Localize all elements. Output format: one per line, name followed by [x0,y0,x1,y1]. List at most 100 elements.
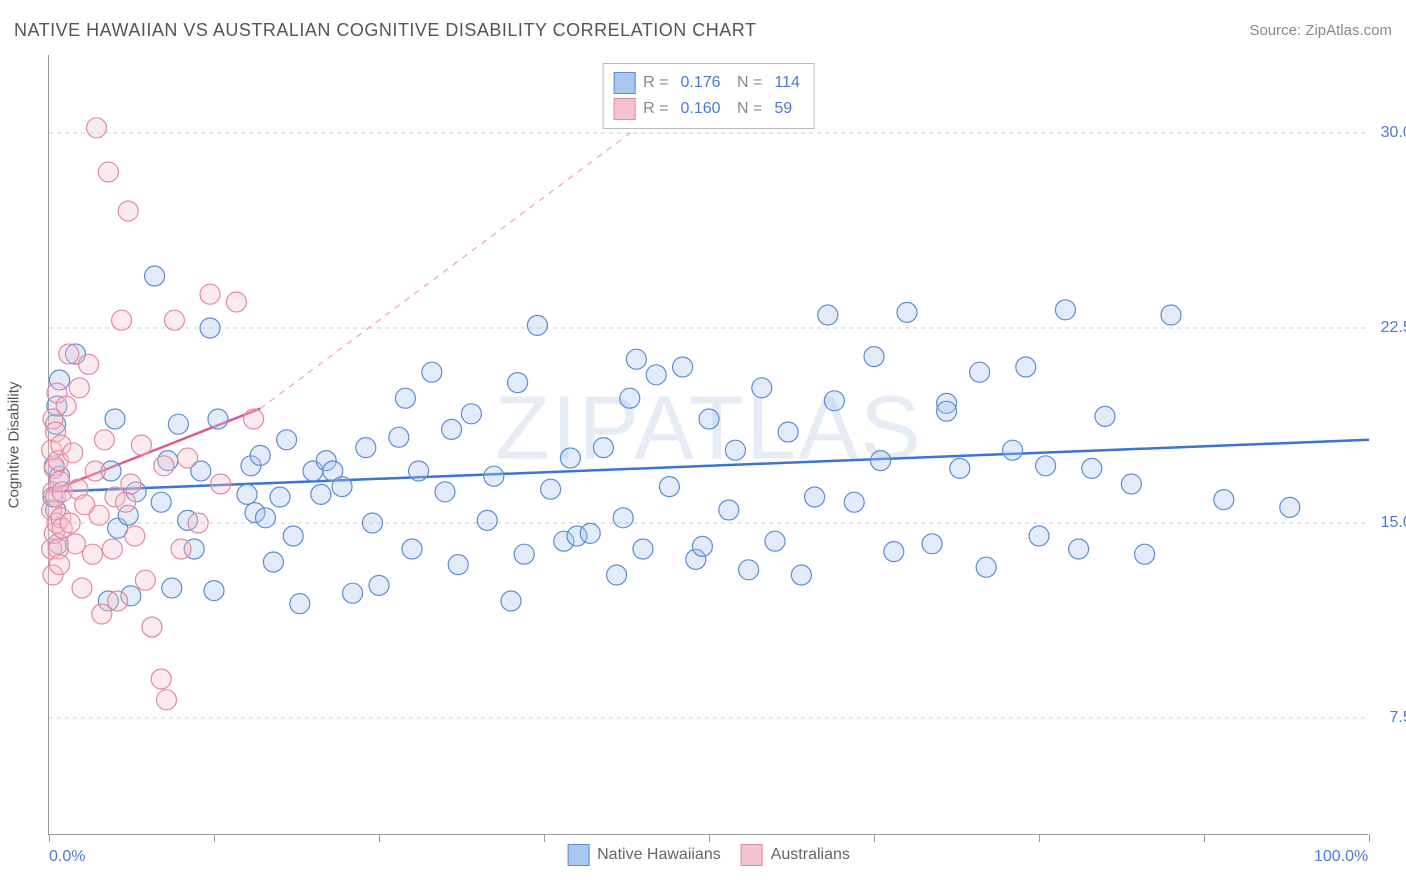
data-point [1161,305,1181,325]
data-point [1069,539,1089,559]
data-point [63,443,83,463]
data-point [791,565,811,585]
data-point [461,404,481,424]
data-point [244,409,264,429]
data-point [409,461,429,481]
data-point [263,552,283,572]
data-point [121,474,141,494]
data-point [871,451,891,471]
data-point [541,479,561,499]
data-point [79,354,99,374]
x-tick [1369,834,1370,842]
data-point [1095,406,1115,426]
data-point [151,669,171,689]
data-point [613,508,633,528]
data-point [1003,440,1023,460]
data-point [514,544,534,564]
x-tick-label: 100.0% [1314,848,1368,866]
data-point [389,427,409,447]
data-point [277,430,297,450]
data-point [85,461,105,481]
legend-item-australians: Australians [741,844,850,866]
data-point [164,310,184,330]
data-point [89,505,109,525]
data-point [204,581,224,601]
source-label: Source: ZipAtlas.com [1249,22,1392,39]
legend-label-hawaiians: Native Hawaiians [597,846,721,864]
swatch-hawaiians-bottom [567,844,589,866]
data-point [805,487,825,507]
data-point [362,513,382,533]
data-point [92,604,112,624]
data-point [692,536,712,556]
data-point [87,118,107,138]
correlation-legend-row-2: R = 0.160 N = 59 [613,96,804,122]
data-point [593,438,613,458]
x-tick [544,834,545,842]
r-value-australians: 0.160 [676,100,724,118]
data-point [607,565,627,585]
header: NATIVE HAWAIIAN VS AUSTRALIAN COGNITIVE … [14,20,1392,41]
data-point [178,448,198,468]
data-point [897,302,917,322]
data-point [211,474,231,494]
data-point [765,531,785,551]
data-point [226,292,246,312]
y-tick-label: 7.5% [1390,709,1406,727]
chart-container: NATIVE HAWAIIAN VS AUSTRALIAN COGNITIVE … [0,0,1406,892]
n-value-australians: 59 [770,100,796,118]
y-tick-label: 22.5% [1381,319,1406,337]
data-point [699,409,719,429]
data-point [435,482,455,502]
data-point [646,365,666,385]
data-point [94,430,114,450]
data-point [116,492,136,512]
data-point [1135,544,1155,564]
data-point [1082,458,1102,478]
x-tick [214,834,215,842]
r-value-hawaiians: 0.176 [676,74,724,92]
data-point [739,560,759,580]
data-point [208,409,228,429]
x-tick [379,834,380,842]
data-point [59,344,79,364]
correlation-legend: R = 0.176 N = 114 R = 0.160 N = 59 [602,63,815,129]
x-tick-label: 0.0% [49,848,85,866]
data-point [950,458,970,478]
data-point [633,539,653,559]
data-point [168,414,188,434]
data-point [72,578,92,598]
data-point [1214,490,1234,510]
data-point [560,448,580,468]
data-point [142,617,162,637]
data-point [65,534,85,554]
data-point [332,477,352,497]
data-point [156,690,176,710]
data-point [484,466,504,486]
data-point [402,539,422,559]
data-point [1055,300,1075,320]
data-point [422,362,442,382]
data-point [171,539,191,559]
data-point [60,513,80,533]
data-point [395,388,415,408]
data-point [112,310,132,330]
legend-label-australians: Australians [771,846,850,864]
x-tick [49,834,50,842]
data-point [145,266,165,286]
data-point [719,500,739,520]
data-point [283,526,303,546]
data-point [1016,357,1036,377]
data-point [311,484,331,504]
data-point [844,492,864,512]
data-point [970,362,990,382]
data-point [369,575,389,595]
data-point [477,510,497,530]
data-point [108,591,128,611]
data-point [1029,526,1049,546]
swatch-australians-bottom [741,844,763,866]
swatch-hawaiians [613,72,635,94]
data-point [356,438,376,458]
data-point [1036,456,1056,476]
data-point [778,422,798,442]
